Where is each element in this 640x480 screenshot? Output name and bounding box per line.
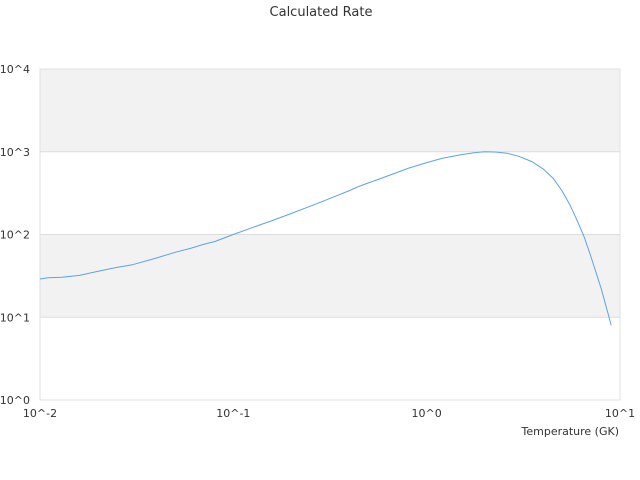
grid-band — [40, 234, 620, 318]
series-group — [39, 151, 612, 326]
y-tick-label: 10^1 — [0, 311, 30, 324]
series-line — [39, 151, 612, 326]
x-tick-label: 10^1 — [605, 407, 635, 420]
x-axis-ticks: 10^-2 10^-1 10^0 10^1 — [23, 407, 635, 420]
y-tick-label: 10^3 — [0, 146, 30, 159]
x-tick-label: 10^-1 — [216, 407, 250, 420]
x-tick-label: 10^-2 — [23, 407, 57, 420]
y-tick-label: 10^4 — [0, 63, 30, 76]
y-tick-label: 10^0 — [0, 394, 30, 407]
grid-band — [40, 69, 620, 152]
x-tick-label: 10^0 — [412, 407, 442, 420]
x-axis-label: Temperature (GK) — [521, 425, 620, 438]
chart-title: Calculated Rate — [270, 5, 373, 20]
grid-bands — [40, 69, 620, 318]
plot-area-frame — [39, 68, 621, 401]
y-tick-label: 10^2 — [0, 229, 30, 242]
y-axis-ticks: 10^0 10^1 10^2 10^3 10^4 — [0, 63, 30, 407]
